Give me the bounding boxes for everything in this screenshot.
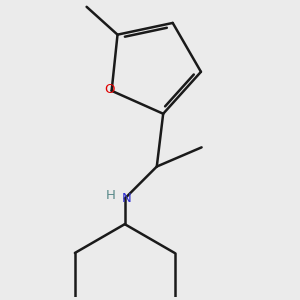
Text: N: N [122, 192, 131, 205]
Text: O: O [104, 83, 115, 97]
Text: H: H [105, 189, 115, 202]
